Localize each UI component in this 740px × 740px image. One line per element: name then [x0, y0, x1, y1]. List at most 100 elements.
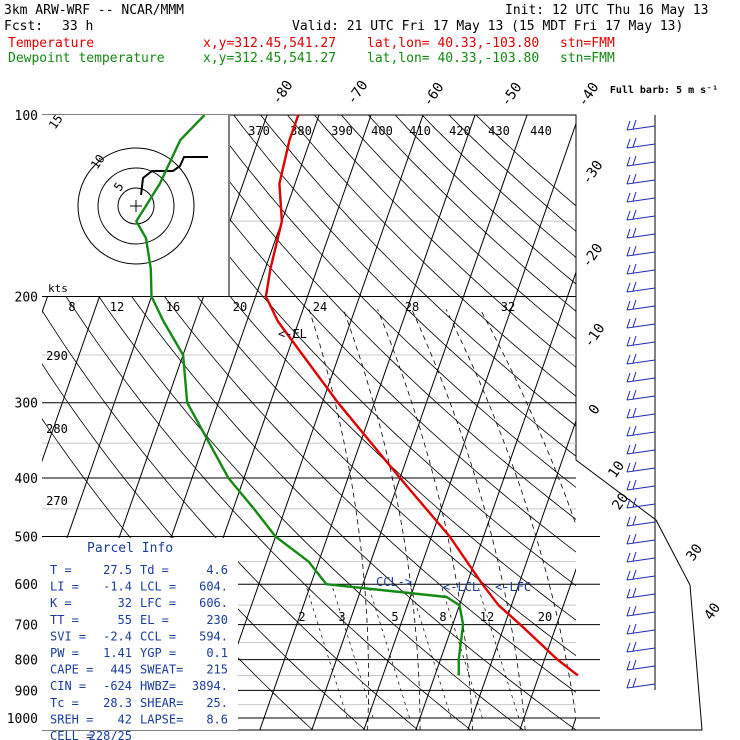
mixing-ratio-lines — [305, 584, 520, 719]
wind-barb-flag — [632, 461, 637, 472]
wind-barb-shaft — [626, 197, 656, 203]
wind-barb-flag — [626, 660, 631, 671]
parcel-value: 215 — [206, 663, 228, 677]
moist-adiabat — [445, 309, 576, 721]
wind-barb-flag — [626, 300, 631, 311]
wind-barb-flag — [626, 426, 631, 437]
theta-label: 420 — [449, 124, 471, 138]
hodograph-scale-label: 28 — [405, 300, 419, 314]
wind-barb-flag — [632, 605, 637, 616]
mixing-ratio-line — [440, 584, 483, 719]
wind-barb-flag — [632, 173, 637, 184]
level-marker-label: <-LCL — [443, 580, 479, 594]
parcel-value: 27.5 — [103, 563, 132, 577]
dry-adiabat — [260, 115, 576, 427]
theta-label: 430 — [488, 124, 510, 138]
wind-barb-shaft — [626, 143, 656, 149]
wind-barb-flag — [632, 281, 637, 292]
pressure-tick-label: 300 — [15, 397, 38, 412]
parcel-label: YGP = — [140, 646, 176, 660]
wind-barb-shaft — [626, 647, 656, 653]
wind-barb-flag — [626, 354, 631, 365]
valid-time: Valid: 21 UTC Fri 17 May 13 (15 MDT Fri … — [292, 19, 684, 34]
sounding-traces: <-EL CCL-> <-LCL <-LFC — [135, 114, 579, 677]
parcel-label: HWBZ= — [140, 679, 176, 693]
parcel-value: 42 — [118, 712, 132, 726]
mixing-ratio-line — [305, 584, 348, 719]
isotherm-label: -20 — [579, 241, 607, 271]
wind-barb-flag — [626, 282, 631, 293]
wind-barb-shaft — [626, 359, 656, 365]
parcel-value: -624 — [103, 679, 132, 693]
hodograph-ring — [97, 167, 175, 245]
barb-note: Full barb: 5 m s⁻¹ — [610, 85, 718, 96]
hodograph-scale-label: 8 — [68, 300, 75, 314]
parcel-value: -1.4 — [103, 580, 132, 594]
wind-barb-flag — [626, 498, 631, 509]
dry-adiabat — [179, 115, 576, 520]
theta-label: 390 — [331, 124, 353, 138]
wind-barb-flag — [626, 588, 631, 599]
wind-barb-shaft — [626, 305, 656, 311]
wind-barb-shaft — [626, 431, 656, 437]
wind-barb-flag — [632, 659, 637, 670]
hodograph-units-label: kts — [48, 282, 68, 295]
isotherm-label: -70 — [344, 78, 372, 108]
moist-adiabats — [308, 309, 576, 730]
theta-label: 270 — [46, 494, 68, 508]
wind-barb-shaft — [626, 575, 656, 581]
pressure-tick-label: 400 — [15, 472, 38, 487]
hodograph-scale-label: 32 — [501, 300, 515, 314]
dry-adiabat — [313, 115, 576, 368]
wind-barb-flag — [632, 137, 637, 148]
wind-barb-flag — [626, 534, 631, 545]
pressure-tick-label: 600 — [15, 578, 38, 593]
isotherm-line — [415, 270, 576, 730]
wind-barb-flag — [626, 516, 631, 527]
theta-label: 280 — [46, 422, 68, 436]
parcel-label: LAPSE= — [140, 712, 183, 726]
isotherm-line — [728, 87, 740, 730]
wind-barb-flag — [632, 191, 637, 202]
wind-barb-flag — [626, 372, 631, 383]
init-time: Init: 12 UTC Thu 16 May 13 — [505, 3, 709, 18]
isotherm-label: 40 — [701, 600, 724, 623]
wind-barb-shaft — [626, 683, 656, 689]
mixing-ratio-line — [476, 584, 520, 719]
parcel-value: 230 — [206, 613, 228, 627]
wind-barb-flag — [632, 299, 637, 310]
wind-barb-shaft — [626, 269, 656, 275]
wind-barb-flag — [626, 462, 631, 473]
wind-barb-shaft — [626, 125, 656, 131]
moist-adiabat — [377, 309, 473, 730]
mixing-ratio-line — [367, 584, 410, 719]
parcel-label: LI = — [50, 580, 79, 594]
wind-barb-flag — [632, 155, 637, 166]
level-marker-label: <-LFC — [495, 580, 531, 594]
isotherm-label: -80 — [269, 78, 297, 108]
wind-barb-flag — [632, 587, 637, 598]
model-title: 3km ARW-WRF -- NCAR/MMM — [4, 3, 185, 18]
mixing-ratio-label: 5 — [391, 610, 398, 624]
wind-barb-flag — [626, 264, 631, 275]
parcel-value: 4.6 — [206, 563, 228, 577]
moist-adiabat — [343, 309, 421, 730]
dewpoint-trace — [135, 114, 465, 676]
parcel-label: SVI = — [50, 629, 86, 643]
wind-barb-shaft — [626, 251, 656, 257]
forecast-label: Fcst: — [4, 19, 44, 34]
temperature-legend: Temperature — [8, 36, 95, 51]
moist-adiabat — [411, 309, 526, 730]
isotherm-line — [207, 115, 424, 730]
wind-barb-shaft — [626, 503, 656, 509]
wind-barb-flag — [626, 570, 631, 581]
wind-barb-flag — [626, 390, 631, 401]
parcel-value: 604. — [199, 580, 228, 594]
dry-adiabat — [152, 115, 576, 553]
wind-barb-flag — [626, 210, 631, 221]
wind-barb-flag — [632, 263, 637, 274]
wind-barb-flag — [632, 227, 637, 238]
wind-barb-flag — [632, 407, 637, 418]
theta-label: 440 — [530, 124, 552, 138]
